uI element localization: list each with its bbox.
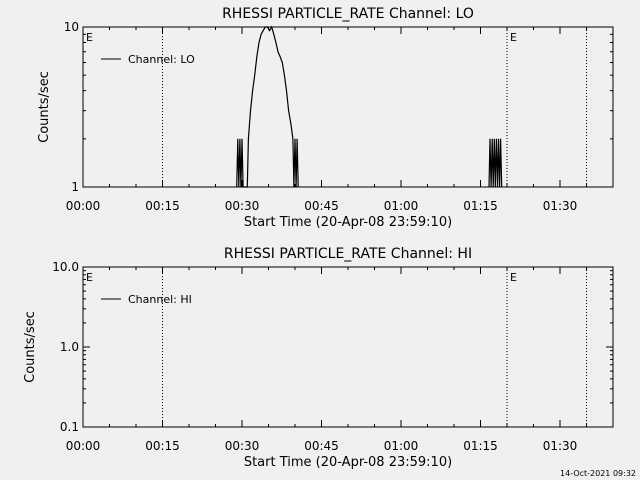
x-tick-label: 01:00: [384, 199, 419, 213]
panel-hi: RHESSI PARTICLE_RATE Channel: HI 00:00 00:…: [23, 246, 614, 470]
x-tick-label: 00:00: [66, 199, 101, 213]
x-tick-label: 00:30: [225, 439, 260, 453]
event-marker-label: E: [510, 271, 517, 284]
y-tick-label: 1.0: [60, 340, 79, 354]
x-axis-label: Start Time (20-Apr-08 23:59:10): [244, 215, 452, 230]
event-marker-label: E: [86, 31, 93, 44]
x-tick-label: 00:30: [225, 199, 260, 213]
y-axis-label: Counts/sec: [23, 311, 38, 383]
event-marker-label: E: [510, 31, 517, 44]
x-tick-label: 00:15: [145, 439, 180, 453]
legend-label: Channel: HI: [128, 293, 192, 306]
y-tick-label: 10.0: [52, 260, 79, 274]
panel-lo: RHESSI PARTICLE_RATE Channel: LO 00:00 00:…: [37, 6, 614, 230]
x-tick-label: 01:30: [543, 439, 578, 453]
x-tick-label: 01:15: [463, 199, 498, 213]
y-axis-label: Counts/sec: [37, 71, 52, 143]
x-tick-label: 01:30: [543, 199, 578, 213]
x-axis-label: Start Time (20-Apr-08 23:59:10): [244, 455, 452, 470]
y-tick-label: 0.1: [60, 420, 79, 434]
footer-timestamp: 14-Oct-2021 09:32: [560, 469, 636, 478]
x-tick-label: 00:15: [145, 199, 180, 213]
x-tick-label: 00:45: [304, 439, 339, 453]
x-tick-label: 00:45: [304, 199, 339, 213]
x-tick-label: 01:15: [463, 439, 498, 453]
x-tick-label: 01:00: [384, 439, 419, 453]
series-line: [236, 25, 503, 188]
legend-label: Channel: LO: [128, 53, 195, 66]
y-tick-label: 1: [71, 180, 79, 194]
event-marker-label: E: [86, 271, 93, 284]
chart-title: RHESSI PARTICLE_RATE Channel: LO: [222, 6, 474, 22]
chart-title: RHESSI PARTICLE_RATE Channel: HI: [224, 246, 472, 262]
x-tick-label: 00:00: [66, 439, 101, 453]
y-tick-label: 10: [64, 20, 79, 34]
